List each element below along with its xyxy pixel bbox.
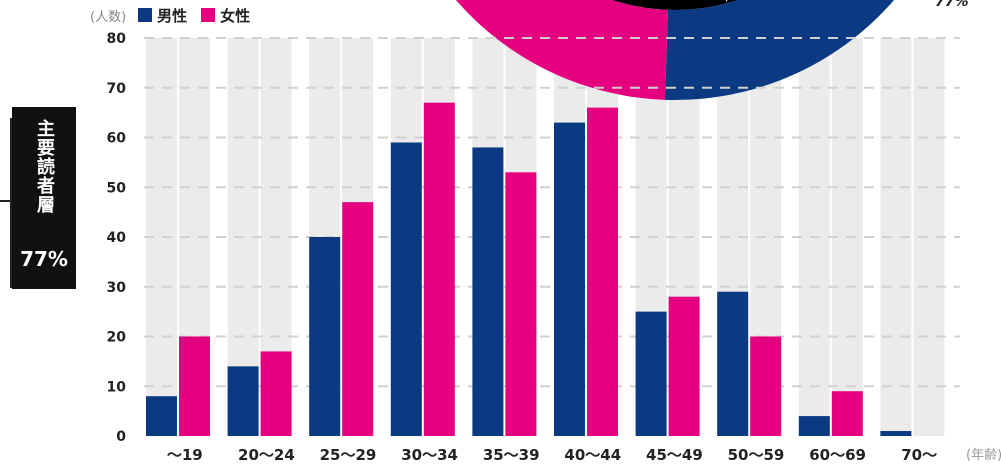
bar-male: [554, 122, 585, 436]
bracket-line: [0, 118, 12, 288]
bracket-tick: [0, 200, 12, 202]
core-readers-badge: 主要読者層 77%: [12, 107, 76, 289]
bar-female: [750, 336, 782, 436]
bar-female: [423, 102, 455, 437]
x-tick-label: 35〜39: [483, 446, 540, 464]
bar-female: [587, 107, 618, 437]
y-tick-label: 20: [107, 330, 127, 346]
bar-male: [390, 142, 422, 436]
bar-female: [342, 202, 374, 436]
y-unit-label: (人数): [90, 9, 127, 25]
bar-male: [717, 291, 749, 436]
donut-segment-male: [664, 0, 894, 100]
bar-female: [505, 172, 537, 436]
y-tick-label: 10: [107, 379, 127, 395]
x-tick-label: 70〜: [901, 446, 937, 464]
x-axis-ticks: 〜19 20〜24 25〜29 30〜34 35〜39 40〜44 45〜49 50〜59 60…: [167, 446, 937, 464]
x-tick-label: 45〜49: [646, 446, 703, 464]
y-tick-label: 40: [107, 230, 127, 246]
x-unit-label: (年齢): [966, 448, 1001, 463]
x-tick-label: 20〜24: [238, 446, 295, 464]
donut-segment-female: [455, 0, 669, 100]
y-tick-label: 50: [107, 180, 127, 196]
bars: [146, 102, 912, 437]
legend-item-male: 男性: [138, 5, 187, 26]
bar-female: [179, 336, 210, 436]
bar-male: [635, 311, 667, 436]
x-tick-label: 40〜44: [564, 446, 621, 464]
legend: (人数) 男性 女性: [90, 4, 258, 26]
donut-percent-label: 77%: [935, 0, 969, 10]
x-tick-label: 30〜34: [401, 446, 458, 464]
bar-male: [227, 366, 259, 436]
y-tick-label: 70: [107, 81, 127, 97]
legend-label-female: 女性: [220, 6, 251, 25]
bar-male: [798, 416, 830, 436]
legend-swatch-male: [138, 8, 153, 22]
y-tick-label: 80: [107, 31, 127, 47]
y-tick-label: 30: [107, 280, 127, 296]
legend-item-female: 女性: [201, 5, 250, 26]
bar-male: [472, 147, 504, 436]
bar-male: [309, 237, 341, 436]
y-tick-label: 0: [116, 429, 126, 445]
x-tick-label: 25〜29: [320, 446, 377, 464]
legend-label-male: 男性: [157, 6, 188, 25]
x-tick-label: 〜19: [167, 446, 203, 464]
bar-male: [880, 431, 912, 436]
y-axis-ticks: 0 10 20 30 40 50 60 70 80: [107, 31, 127, 445]
bar-male: [146, 396, 177, 436]
x-tick-label: 60〜69: [809, 446, 866, 464]
bar-female: [260, 351, 292, 436]
core-readers-percent: 77%: [20, 247, 68, 271]
donut-chart: [455, 0, 894, 100]
core-readers-label: 主要読者層: [34, 119, 55, 214]
x-tick-label: 50〜59: [728, 446, 785, 464]
bar-female: [831, 391, 863, 436]
legend-swatch-female: [201, 8, 216, 22]
bar-female: [668, 296, 700, 436]
donut-center: [612, 0, 738, 10]
y-tick-label: 60: [107, 131, 127, 147]
